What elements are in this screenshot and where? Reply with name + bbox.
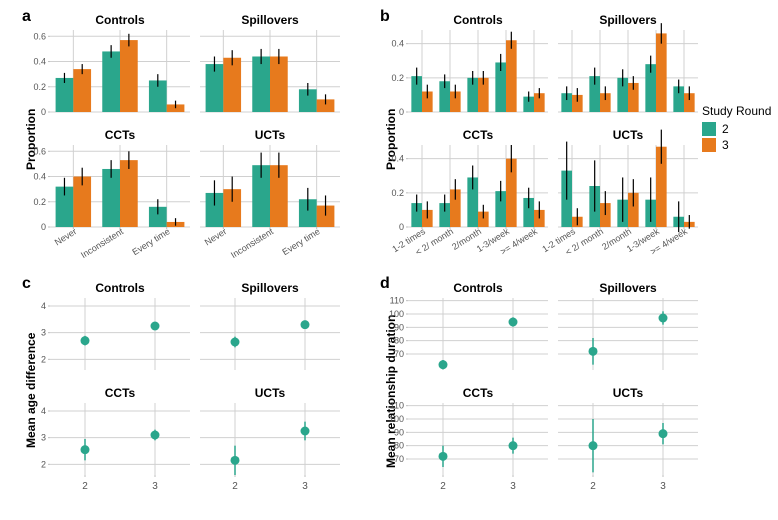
- svg-text:2: 2: [232, 481, 238, 492]
- svg-text:2: 2: [41, 459, 46, 469]
- svg-text:2: 2: [440, 481, 446, 492]
- svg-text:UCTs: UCTs: [613, 128, 644, 142]
- svg-text:0.2: 0.2: [33, 82, 46, 92]
- svg-text:0: 0: [41, 107, 46, 117]
- svg-text:Controls: Controls: [453, 13, 503, 27]
- svg-text:Controls: Controls: [95, 281, 145, 295]
- svg-text:Spillovers: Spillovers: [241, 13, 299, 27]
- svg-text:CCTs: CCTs: [463, 128, 494, 142]
- svg-text:80: 80: [394, 336, 404, 346]
- svg-text:100: 100: [389, 309, 404, 319]
- svg-text:Spillovers: Spillovers: [599, 281, 657, 295]
- svg-text:90: 90: [394, 322, 404, 332]
- svg-text:CCTs: CCTs: [105, 128, 136, 142]
- svg-text:0.2: 0.2: [391, 188, 404, 198]
- svg-text:3: 3: [41, 328, 46, 338]
- svg-text:2: 2: [82, 481, 88, 492]
- svg-text:70: 70: [394, 454, 404, 464]
- svg-text:0.6: 0.6: [33, 31, 46, 41]
- svg-text:UCTs: UCTs: [613, 386, 644, 400]
- svg-text:3: 3: [510, 481, 516, 492]
- svg-text:110: 110: [390, 296, 404, 306]
- svg-text:0.4: 0.4: [33, 57, 46, 67]
- svg-text:0: 0: [399, 222, 404, 232]
- svg-text:3: 3: [660, 481, 666, 492]
- svg-text:0.4: 0.4: [391, 154, 404, 164]
- svg-text:4: 4: [41, 406, 46, 416]
- svg-text:3: 3: [41, 433, 46, 443]
- svg-text:3: 3: [152, 481, 158, 492]
- svg-text:0.2: 0.2: [391, 73, 404, 83]
- svg-text:Inconsistent: Inconsistent: [229, 226, 275, 260]
- svg-text:0.4: 0.4: [391, 39, 404, 49]
- svg-text:2: 2: [590, 481, 596, 492]
- svg-text:0: 0: [399, 107, 404, 117]
- svg-text:CCTs: CCTs: [105, 386, 136, 400]
- svg-text:Every time: Every time: [130, 226, 171, 257]
- svg-text:Inconsistent: Inconsistent: [79, 226, 125, 260]
- figure-container: a b c d Proportion Proportion Mean age d…: [0, 0, 778, 520]
- svg-text:100: 100: [389, 414, 404, 424]
- svg-text:0.2: 0.2: [33, 197, 46, 207]
- svg-text:Never: Never: [203, 226, 229, 247]
- svg-text:Spillovers: Spillovers: [599, 13, 657, 27]
- svg-text:80: 80: [394, 441, 404, 451]
- svg-text:4: 4: [41, 301, 46, 311]
- svg-text:UCTs: UCTs: [255, 386, 286, 400]
- svg-text:UCTs: UCTs: [255, 128, 286, 142]
- chart-canvas: 0 0.2 0.4 0.6 Controls Spillovers 0 0.2 0.4 0.6 CC…: [0, 0, 778, 520]
- svg-text:2: 2: [41, 354, 46, 364]
- svg-text:0.4: 0.4: [33, 172, 46, 182]
- svg-text:CCTs: CCTs: [463, 386, 494, 400]
- svg-text:70: 70: [394, 349, 404, 359]
- svg-text:0.6: 0.6: [33, 146, 46, 156]
- svg-text:Controls: Controls: [453, 281, 503, 295]
- svg-text:Controls: Controls: [95, 13, 145, 27]
- svg-text:110: 110: [390, 401, 404, 411]
- svg-text:0: 0: [41, 222, 46, 232]
- svg-text:3: 3: [302, 481, 308, 492]
- svg-text:90: 90: [394, 427, 404, 437]
- svg-text:Every time: Every time: [280, 226, 321, 257]
- svg-text:Spillovers: Spillovers: [241, 281, 299, 295]
- svg-text:Never: Never: [53, 226, 79, 247]
